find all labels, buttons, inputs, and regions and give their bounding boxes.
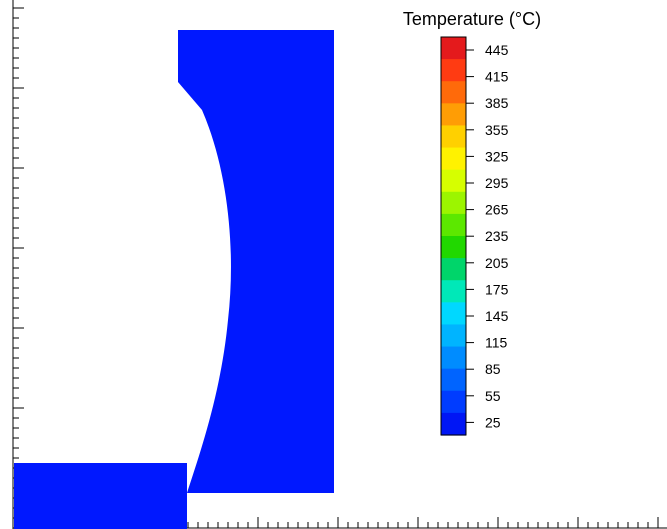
legend-label: 85 xyxy=(485,361,501,377)
temperature-legend: Temperature (°C) 445 415 385 355 325 295 265 23… xyxy=(403,9,541,436)
legend-color-band xyxy=(441,324,466,348)
left-axis-ticks xyxy=(13,7,24,519)
legend-color-band xyxy=(441,236,466,259)
legend-label: 175 xyxy=(485,281,509,297)
legend-color-band xyxy=(441,147,466,171)
legend-title: Temperature (°C) xyxy=(403,9,541,29)
legend-color-band xyxy=(441,191,466,215)
legend-color-band xyxy=(441,169,466,193)
legend-label: 385 xyxy=(485,95,509,111)
legend-label: 445 xyxy=(485,42,509,58)
part-geometry xyxy=(14,30,334,529)
legend-label: 115 xyxy=(485,335,508,351)
legend-label: 265 xyxy=(485,202,509,218)
legend-color-band xyxy=(441,302,466,326)
legend-color-band xyxy=(441,81,466,104)
legend-color-band xyxy=(441,368,466,392)
lower-block xyxy=(14,463,187,529)
legend-label: 235 xyxy=(485,228,509,244)
legend-color-band xyxy=(441,412,466,436)
legend-ticks xyxy=(466,49,474,423)
legend-color-band xyxy=(441,213,466,237)
legend-color-band xyxy=(441,346,466,370)
legend-label: 55 xyxy=(485,388,501,404)
upper-workpiece xyxy=(178,30,334,493)
legend-color-band xyxy=(441,59,466,82)
legend-color-band xyxy=(441,37,466,60)
legend-label: 415 xyxy=(485,69,509,85)
legend-color-bar xyxy=(441,37,466,436)
legend-label: 355 xyxy=(485,122,509,138)
legend-color-band xyxy=(441,280,466,303)
legend-label: 205 xyxy=(485,255,509,271)
legend-labels: 445 415 385 355 325 295 265 235 205 175 145 115 85 55… xyxy=(485,42,509,430)
plot-frame xyxy=(12,0,667,529)
legend-label: 145 xyxy=(485,308,509,324)
legend-color-band xyxy=(441,125,466,149)
legend-color-band xyxy=(441,390,466,414)
legend-label: 25 xyxy=(485,414,501,430)
legend-label: 295 xyxy=(485,175,509,191)
legend-label: 325 xyxy=(485,148,509,164)
legend-color-band xyxy=(441,103,466,127)
legend-color-band xyxy=(441,258,466,281)
